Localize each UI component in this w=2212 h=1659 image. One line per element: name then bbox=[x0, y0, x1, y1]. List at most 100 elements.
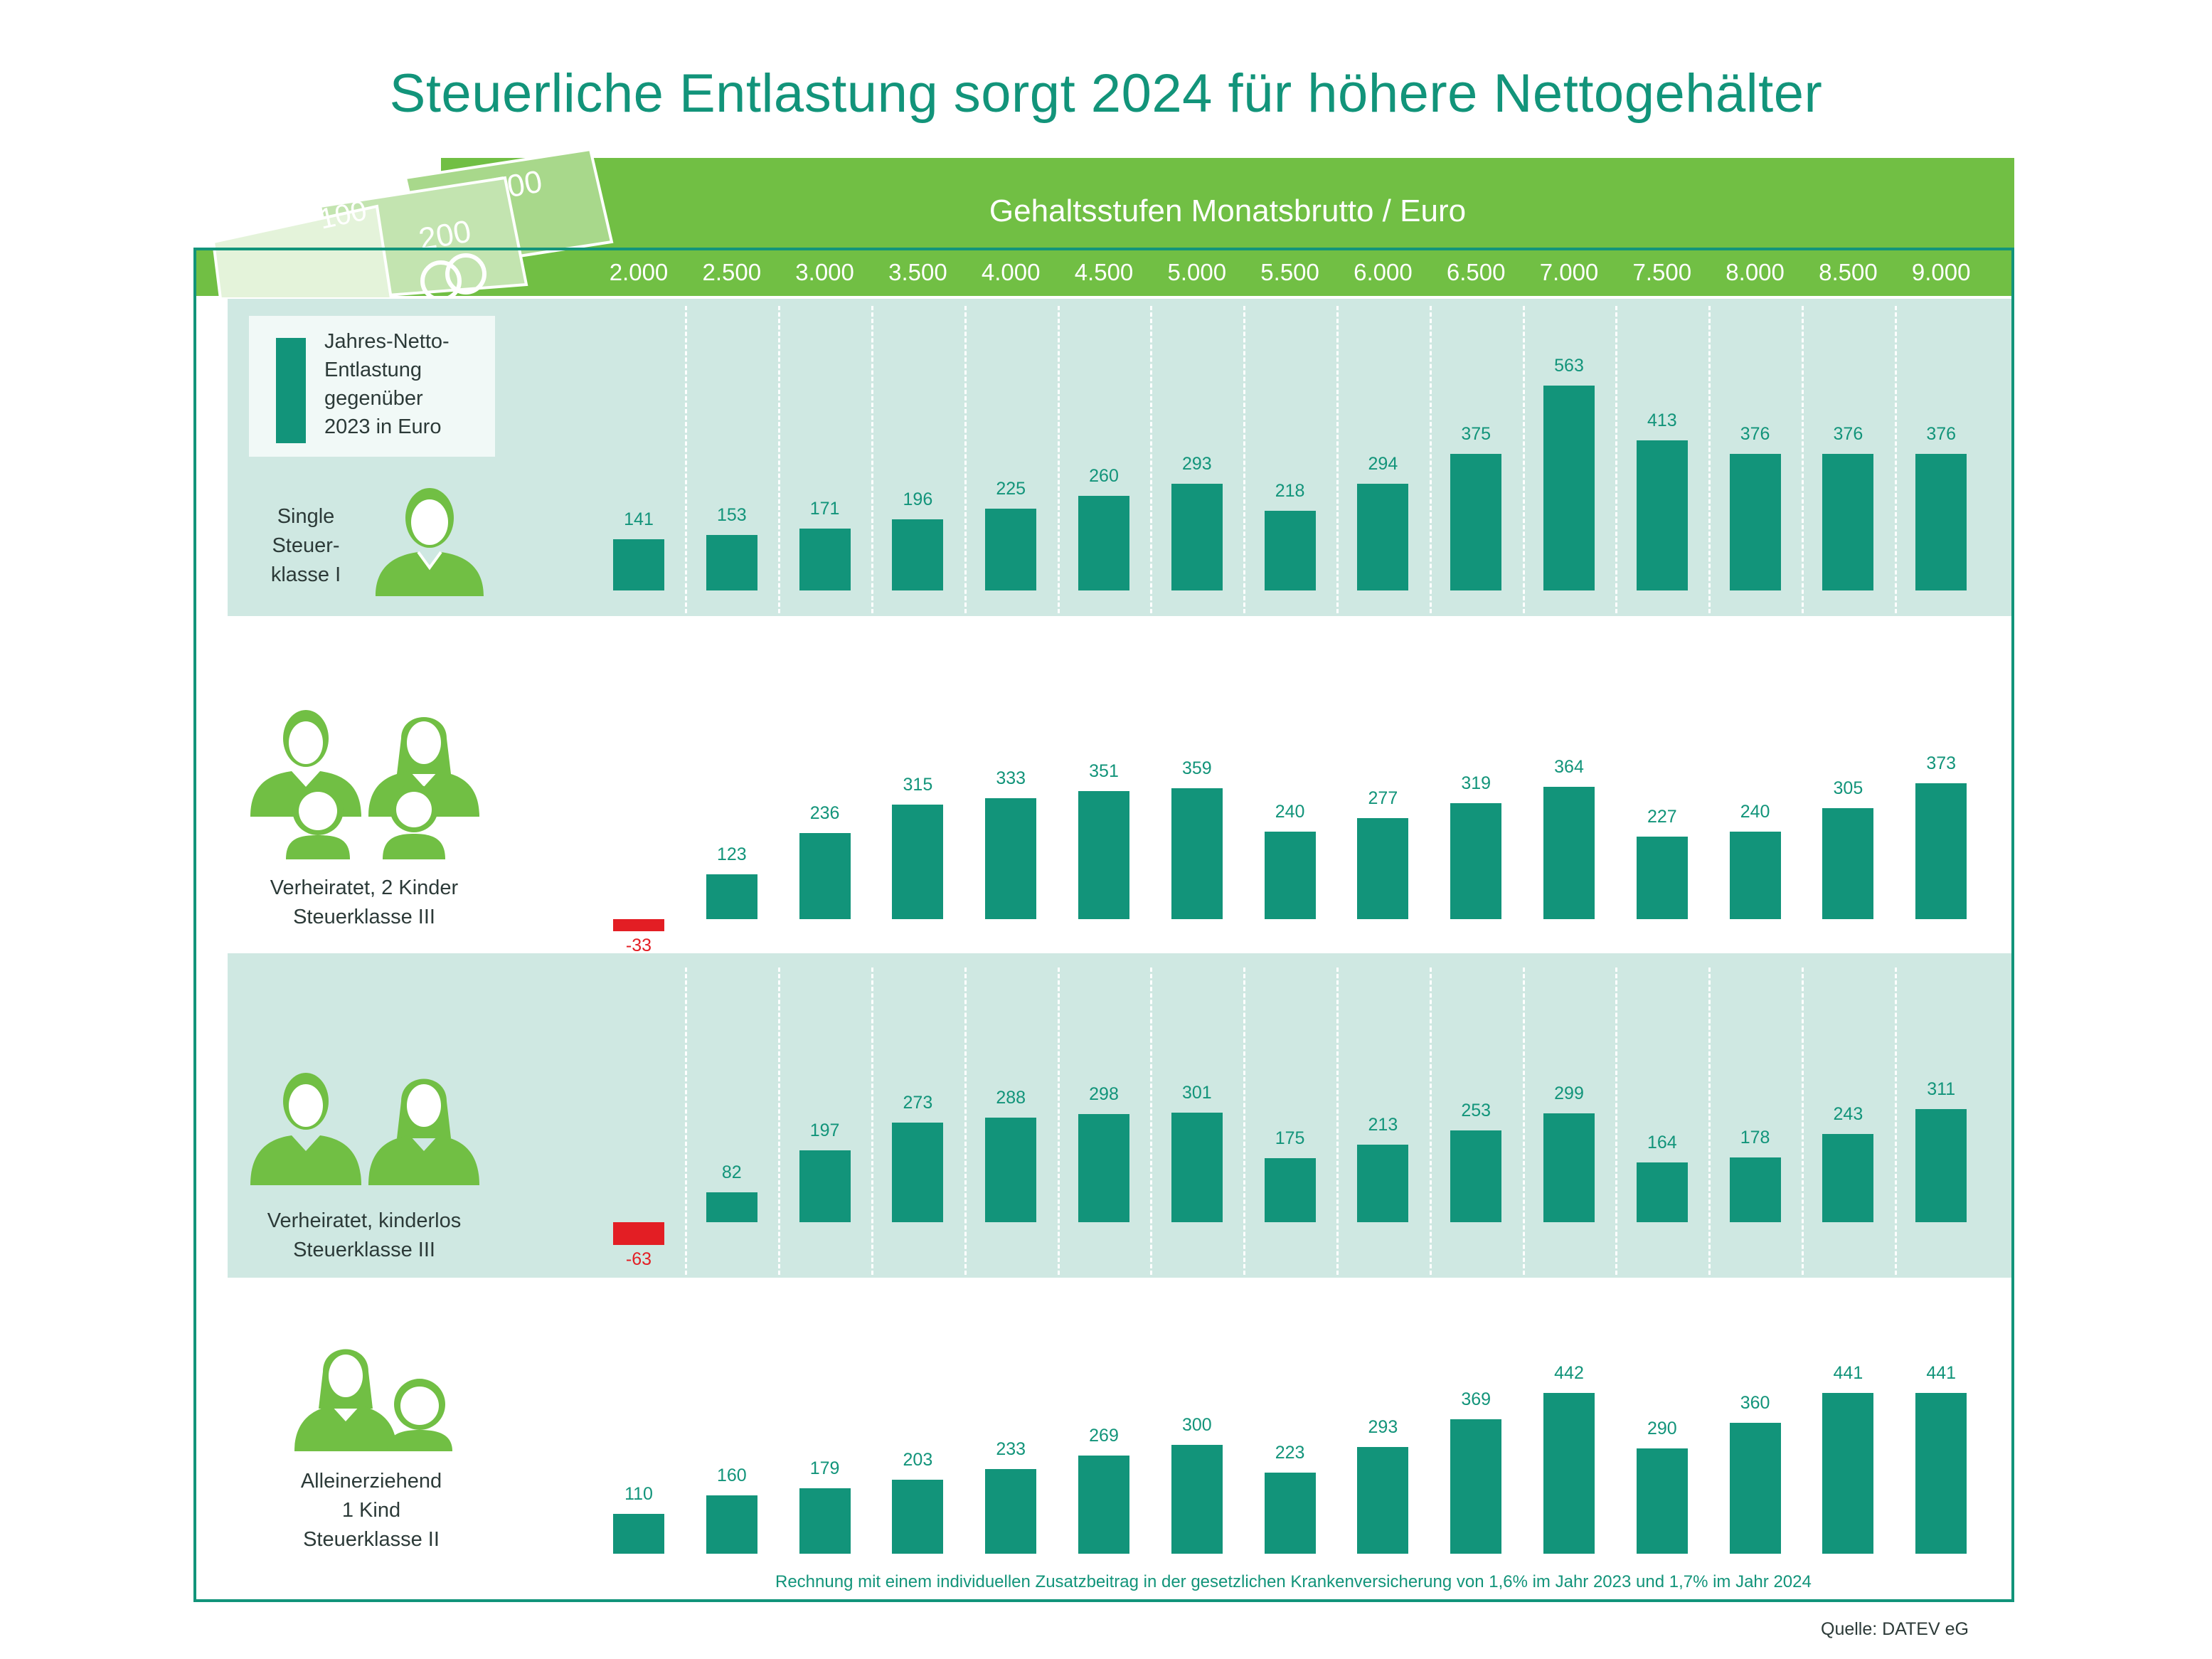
bar bbox=[1915, 1393, 1967, 1554]
column-separator bbox=[1429, 968, 1432, 1275]
bar bbox=[1078, 791, 1129, 919]
bar bbox=[1450, 1419, 1502, 1554]
data-label: 360 bbox=[1740, 1392, 1770, 1413]
bar bbox=[1729, 1157, 1781, 1222]
bar bbox=[613, 1513, 664, 1554]
data-label: 197 bbox=[809, 1120, 840, 1141]
column-separator bbox=[1802, 306, 1804, 613]
data-label: 153 bbox=[716, 504, 747, 525]
data-label: -33 bbox=[625, 935, 652, 955]
data-label: 293 bbox=[1181, 454, 1212, 475]
data-label: 442 bbox=[1554, 1362, 1584, 1383]
data-label: 294 bbox=[1368, 453, 1398, 474]
bar bbox=[1543, 1113, 1595, 1222]
data-label: 351 bbox=[1089, 761, 1119, 782]
data-label: 178 bbox=[1740, 1127, 1770, 1147]
column-separator bbox=[1150, 968, 1153, 1275]
bar bbox=[892, 519, 944, 590]
bar bbox=[1915, 453, 1967, 590]
data-label: 298 bbox=[1089, 1083, 1119, 1104]
data-label: 223 bbox=[1275, 1442, 1305, 1463]
data-label: 376 bbox=[1833, 423, 1863, 444]
x-tick-label: 3.500 bbox=[888, 259, 947, 285]
bar bbox=[1357, 1145, 1409, 1222]
data-label: 301 bbox=[1181, 1083, 1212, 1103]
data-label: 413 bbox=[1647, 410, 1677, 430]
column-separator bbox=[1894, 306, 1897, 613]
bar bbox=[1450, 1130, 1502, 1222]
data-label: 300 bbox=[1181, 1414, 1212, 1435]
data-label: 441 bbox=[1833, 1363, 1863, 1384]
column-separator bbox=[1522, 968, 1525, 1275]
bar bbox=[985, 1468, 1037, 1554]
label-single-parent-line-2: 1 Kind bbox=[341, 1499, 401, 1522]
data-label: 203 bbox=[903, 1450, 933, 1470]
data-label: 236 bbox=[809, 803, 840, 824]
x-tick-label: 4.500 bbox=[1074, 259, 1134, 285]
x-tick-label: 3.000 bbox=[795, 259, 854, 285]
data-label: 293 bbox=[1368, 1417, 1398, 1438]
x-tick-label: 7.500 bbox=[1632, 259, 1692, 285]
bar bbox=[1078, 1456, 1129, 1554]
chart-header bbox=[441, 158, 2014, 296]
column-separator bbox=[1243, 968, 1246, 1275]
data-label: 273 bbox=[903, 1093, 933, 1113]
column-separator bbox=[1057, 968, 1060, 1275]
bar bbox=[1543, 1392, 1595, 1554]
bar bbox=[985, 1117, 1037, 1222]
bar bbox=[1915, 783, 1967, 919]
bar bbox=[1729, 1422, 1781, 1554]
bar bbox=[1636, 1448, 1688, 1554]
data-label: 260 bbox=[1089, 465, 1119, 486]
bar bbox=[1357, 818, 1409, 919]
bar bbox=[1264, 1472, 1316, 1554]
data-label: 123 bbox=[716, 844, 747, 865]
bar bbox=[613, 1222, 664, 1246]
legend-swatch bbox=[276, 338, 306, 443]
bar bbox=[706, 534, 757, 590]
man-icon bbox=[376, 488, 484, 596]
bar bbox=[706, 874, 757, 919]
data-label: 359 bbox=[1181, 758, 1212, 779]
column-separator bbox=[871, 306, 873, 613]
column-separator bbox=[1615, 306, 1618, 613]
label-single-line-1: Single bbox=[277, 505, 335, 528]
label-single-parent: Alleinerziehend 1 Kind Steuerklasse II bbox=[257, 1467, 485, 1554]
bar bbox=[1357, 483, 1409, 590]
data-label: 319 bbox=[1461, 773, 1491, 793]
x-tick-label: 7.000 bbox=[1539, 259, 1599, 285]
data-label: 82 bbox=[721, 1162, 742, 1183]
column-separator bbox=[1243, 306, 1246, 613]
bar bbox=[799, 1150, 851, 1222]
data-label: 240 bbox=[1740, 802, 1770, 822]
bar bbox=[1915, 1108, 1967, 1222]
bar bbox=[1171, 788, 1223, 919]
data-label: 376 bbox=[1740, 423, 1770, 444]
data-label: 290 bbox=[1647, 1418, 1677, 1438]
label-single: Single Steuer- klasse I bbox=[249, 502, 363, 590]
data-label: 311 bbox=[1927, 1078, 1956, 1099]
x-tick-label: 6.000 bbox=[1354, 259, 1413, 285]
data-label: 179 bbox=[809, 1458, 840, 1479]
single-parent-icon bbox=[294, 1349, 452, 1451]
bar bbox=[1171, 1444, 1223, 1554]
bar bbox=[1078, 1113, 1129, 1222]
label-kinderlos: Verheiratet, kinderlos Steuerklasse III bbox=[222, 1207, 506, 1265]
footnote: Rechnung mit einem individuellen Zusatzb… bbox=[775, 1572, 1812, 1591]
bar bbox=[1171, 484, 1223, 590]
data-label: 288 bbox=[996, 1087, 1026, 1108]
x-tick-label: 2.500 bbox=[702, 259, 762, 285]
data-label: 441 bbox=[1926, 1363, 1957, 1384]
data-label: 160 bbox=[716, 1465, 747, 1486]
data-label: 225 bbox=[996, 478, 1026, 499]
bar bbox=[1729, 453, 1781, 590]
x-axis-title: Gehaltsstufen Monatsbrutto / Euro bbox=[989, 194, 1467, 228]
bar bbox=[1636, 836, 1688, 919]
legend-line-2: Entlastung bbox=[324, 359, 422, 381]
data-label: 175 bbox=[1275, 1128, 1305, 1149]
bar bbox=[1264, 1158, 1316, 1222]
bar bbox=[1171, 1113, 1223, 1222]
x-tick-label: 5.500 bbox=[1260, 259, 1319, 285]
page-title: Steuerliche Entlastung sorgt 2024 für hö… bbox=[389, 63, 1823, 124]
chart-frame bbox=[193, 248, 2014, 1602]
